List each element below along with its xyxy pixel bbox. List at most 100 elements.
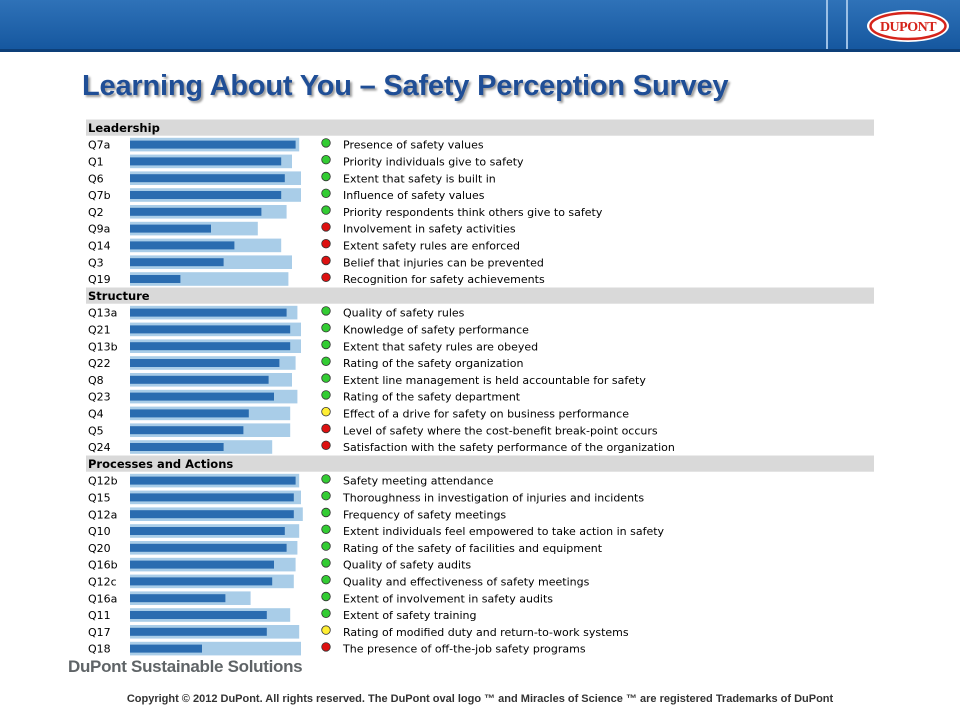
question-label: Extent safety rules are enforced <box>343 240 520 253</box>
bar-dark <box>130 207 262 216</box>
status-dot-green <box>321 507 331 518</box>
status-dot-green <box>321 306 331 316</box>
question-label: Rating of modified duty and return-to-wo… <box>343 626 629 639</box>
question-label: Thoroughness in investigation of injurie… <box>342 492 644 505</box>
question-code: Q24 <box>88 441 111 454</box>
question-label: Quality and effectiveness of safety meet… <box>343 576 590 589</box>
status-dot-green <box>321 491 331 501</box>
question-code: Q7a <box>88 139 110 152</box>
status-dot-green <box>321 154 331 165</box>
bar-dark <box>130 140 296 149</box>
bar-dark <box>130 527 285 535</box>
status-dot-red <box>321 423 331 434</box>
question-label: Knowledge of safety performance <box>343 324 529 337</box>
bar-dark <box>130 627 267 636</box>
status-dot-green <box>321 541 331 551</box>
question-code: Q18 <box>88 643 111 656</box>
question-code: Q20 <box>88 542 111 555</box>
bar-dark <box>130 157 282 166</box>
bar-dark <box>130 191 282 199</box>
question-label: Effect of a drive for safety on business… <box>343 408 629 421</box>
status-dot-yellow <box>321 625 331 635</box>
question-label: Presence of safety values <box>343 139 484 152</box>
bar-dark <box>130 476 296 485</box>
question-code: Q10 <box>88 525 111 538</box>
question-label: Involvement in safety activities <box>343 223 516 236</box>
status-dot-green <box>321 373 331 383</box>
question-code: Q8 <box>88 374 104 387</box>
bar-dark <box>130 359 280 367</box>
question-code: Q1 <box>88 156 104 169</box>
status-dot-green <box>321 390 331 400</box>
question-code: Q14 <box>88 240 111 253</box>
status-dot-green <box>321 608 331 619</box>
question-label: Rating of the safety department <box>343 391 521 404</box>
bar-dark <box>130 426 244 435</box>
bar-dark <box>130 443 224 451</box>
question-code: Q16b <box>88 559 118 572</box>
logo-wordmark: DUPONT <box>880 20 937 35</box>
question-label: Priority respondents think others give t… <box>343 206 603 219</box>
header-band: DUPONT <box>0 0 960 52</box>
question-label: Extent of safety training <box>343 609 476 622</box>
question-label: Safety meeting attendance <box>343 475 494 488</box>
question-code: Q15 <box>88 492 111 505</box>
status-dot-green <box>321 205 331 215</box>
bar-dark <box>130 224 211 233</box>
bar-dark <box>130 543 287 552</box>
question-code: Q13b <box>88 340 118 353</box>
bar-dark <box>130 174 285 183</box>
question-code: Q9a <box>88 223 110 236</box>
question-label: The presence of off-the-job safety progr… <box>342 643 586 656</box>
question-code: Q13a <box>88 307 117 320</box>
question-label: Level of safety where the cost-benefit b… <box>343 424 658 437</box>
bar-dark <box>130 325 291 334</box>
question-label: Influence of safety values <box>343 189 485 202</box>
question-code: Q12a <box>88 508 117 521</box>
status-dot-red <box>321 238 331 249</box>
section-header-bg <box>86 119 874 136</box>
bar-dark <box>130 577 273 586</box>
status-dot-green <box>321 171 331 182</box>
status-dot-green <box>321 524 331 535</box>
question-label: Rating of the safety organization <box>343 357 523 370</box>
dupont-oval-logo: DUPONT <box>865 8 951 44</box>
question-code: Q4 <box>88 408 104 421</box>
status-dot-red <box>321 255 331 266</box>
bar-dark <box>130 241 235 250</box>
bar-dark <box>130 594 226 603</box>
bar-dark <box>130 308 287 317</box>
status-dot-green <box>321 138 331 148</box>
bar-dark <box>130 611 267 619</box>
question-code: Q22 <box>88 357 111 370</box>
status-dot-green <box>321 558 331 568</box>
question-label: Belief that injuries can be prevented <box>343 256 544 269</box>
header-rule <box>0 49 960 52</box>
bar-dark <box>130 560 274 569</box>
question-code: Q12b <box>88 475 118 488</box>
bar-dark <box>130 409 249 418</box>
section-header-bg <box>86 287 874 304</box>
brand-name: DuPont Sustainable Solutions <box>68 657 303 676</box>
status-dot-yellow <box>321 407 331 417</box>
bar-dark <box>130 258 224 267</box>
bar-dark <box>130 342 291 351</box>
question-label: Quality of safety audits <box>343 559 471 572</box>
bar-dark <box>130 375 269 384</box>
question-code: Q2 <box>88 206 104 219</box>
status-dot-red <box>321 222 331 232</box>
question-label: Quality of safety rules <box>343 307 465 320</box>
bar-dark <box>130 275 181 283</box>
section-header-bg <box>86 455 874 472</box>
question-code: Q16a <box>88 592 117 605</box>
status-dot-green <box>321 591 331 602</box>
bar-dark <box>130 392 274 401</box>
copyright-notice: Copyright © 2012 DuPont. All rights rese… <box>126 693 834 705</box>
question-label: Rating of the safety of facilities and e… <box>343 542 603 555</box>
question-label: Frequency of safety meetings <box>343 508 506 521</box>
question-code: Q21 <box>88 324 111 337</box>
question-code: Q17 <box>88 626 111 639</box>
bar-dark <box>130 644 202 653</box>
status-dot-green <box>321 356 331 367</box>
